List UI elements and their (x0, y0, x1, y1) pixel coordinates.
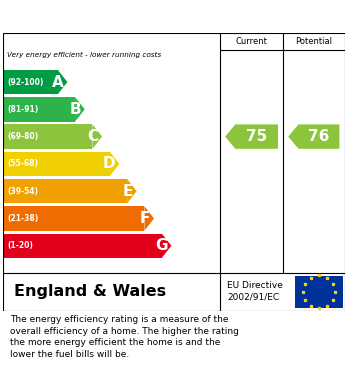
Text: (21-38): (21-38) (8, 214, 39, 223)
Text: C: C (87, 129, 98, 144)
Polygon shape (58, 70, 68, 94)
Text: (55-68): (55-68) (8, 160, 39, 169)
Text: Potential: Potential (295, 38, 332, 47)
Bar (3, 152, 110, 176)
Text: 2002/91/EC: 2002/91/EC (227, 293, 279, 302)
Text: B: B (69, 102, 81, 117)
Polygon shape (93, 124, 102, 149)
Bar (3, 206, 144, 231)
Text: D: D (103, 156, 116, 171)
Text: (39-54): (39-54) (8, 187, 39, 196)
Text: (69-80): (69-80) (8, 132, 39, 141)
Bar (3, 233, 162, 258)
Text: (1-20): (1-20) (8, 241, 33, 250)
Polygon shape (75, 97, 85, 122)
Text: 75: 75 (246, 129, 267, 144)
Text: E: E (122, 184, 133, 199)
Text: The energy efficiency rating is a measure of the
overall efficiency of a home. T: The energy efficiency rating is a measur… (10, 315, 239, 359)
Bar (295, 276, 343, 308)
Polygon shape (288, 124, 339, 149)
Text: EU Directive: EU Directive (227, 282, 283, 291)
Text: Energy Efficiency Rating: Energy Efficiency Rating (10, 9, 213, 24)
Polygon shape (110, 152, 119, 176)
Text: (81-91): (81-91) (8, 105, 39, 114)
Text: Current: Current (236, 38, 268, 47)
Text: Very energy efficient - lower running costs: Very energy efficient - lower running co… (7, 52, 161, 59)
Bar (3, 124, 93, 149)
Bar (3, 179, 127, 203)
Text: A: A (52, 75, 64, 90)
Text: Not energy efficient - higher running costs: Not energy efficient - higher running co… (7, 252, 161, 258)
Polygon shape (162, 233, 171, 258)
Bar (3, 97, 75, 122)
Polygon shape (127, 179, 137, 203)
Text: England & Wales: England & Wales (14, 284, 166, 299)
Text: 76: 76 (308, 129, 330, 144)
Polygon shape (225, 124, 278, 149)
Text: G: G (155, 238, 167, 253)
Text: F: F (140, 211, 150, 226)
Text: (92-100): (92-100) (8, 77, 44, 86)
Polygon shape (144, 206, 154, 231)
Bar (3, 70, 58, 94)
